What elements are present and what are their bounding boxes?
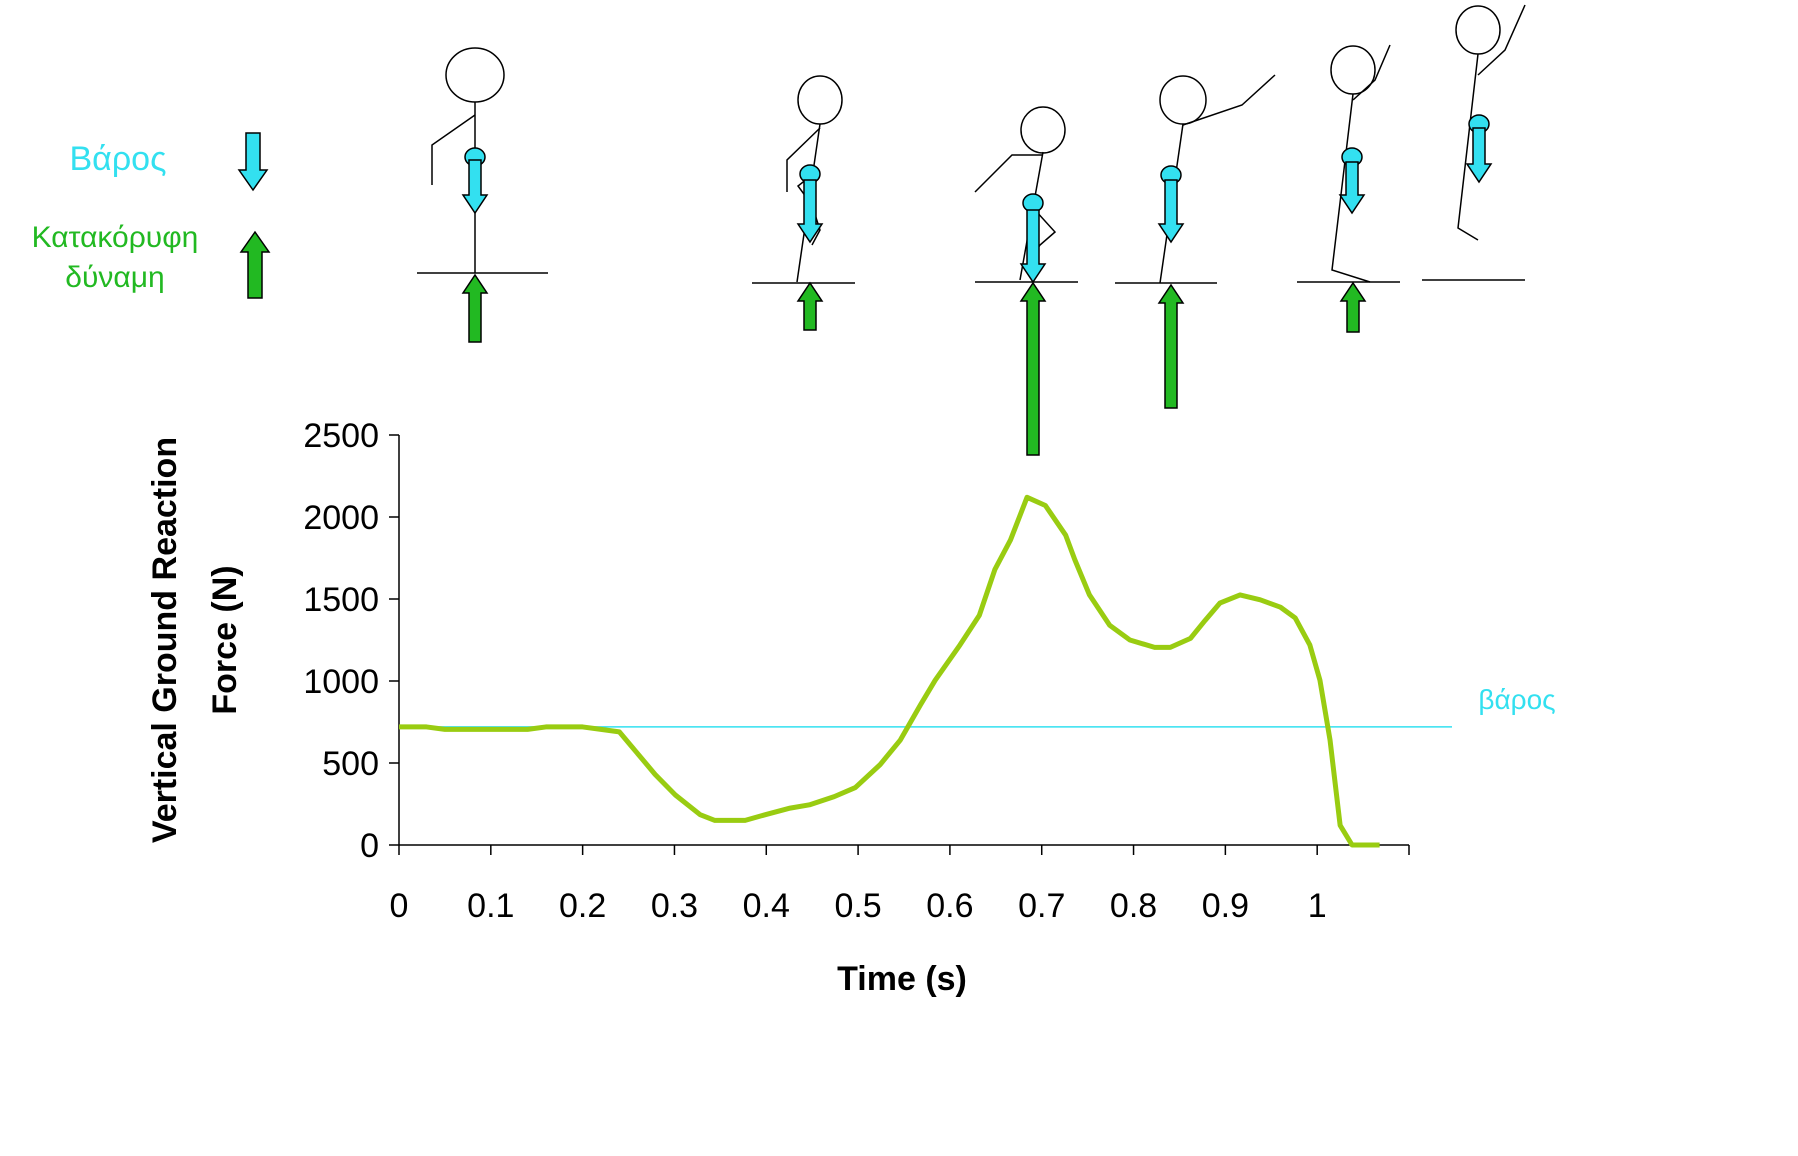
legend-label: δύναμη [65, 261, 164, 294]
figure-head [445, 47, 505, 103]
figure-arm [974, 154, 1043, 193]
weight-arrow [461, 159, 489, 215]
weight-arrow [1157, 179, 1185, 244]
x-tick-label: 0.8 [1110, 887, 1157, 925]
weight-arrow [796, 179, 824, 244]
figure-head [1020, 106, 1066, 154]
y-tick-label: 500 [322, 745, 379, 783]
figure-arm [1182, 74, 1276, 126]
y-axis-title: Vertical Ground Reaction [146, 437, 184, 843]
force-arrow [1157, 283, 1185, 409]
weight-arrow [1465, 127, 1493, 184]
x-tick-label: 0.7 [1018, 887, 1065, 925]
figure-head [1159, 75, 1207, 125]
x-tick-label: 0.4 [743, 887, 790, 925]
force-arrow [461, 273, 489, 343]
x-tick-label: 0 [390, 887, 409, 925]
x-tick-label: 0.2 [559, 887, 606, 925]
legend-label: Βάρος [70, 140, 167, 178]
reference-label: βάρος [1478, 684, 1555, 715]
x-tick-label: 0.9 [1202, 887, 1249, 925]
y-axis-title: Force (N) [206, 565, 244, 714]
force-arrow [1339, 281, 1367, 333]
data-line [399, 494, 1380, 848]
legend-label: Κατακόρυφη [32, 221, 199, 254]
weight-arrow [1019, 209, 1047, 284]
figure-head [797, 75, 843, 125]
figure-arm [1352, 44, 1391, 101]
figure-head [1455, 5, 1501, 55]
force-arrow [1019, 281, 1047, 456]
figure-arm [431, 114, 476, 185]
y-tick-label: 1000 [303, 663, 379, 701]
y-tick-label: 1500 [303, 581, 379, 619]
y-tick-label: 2500 [303, 417, 379, 455]
legend-arrow [239, 230, 271, 299]
x-tick-label: 0.1 [467, 887, 514, 925]
x-tick-label: 0.6 [926, 887, 973, 925]
figure-arm [1477, 4, 1526, 76]
x-tick-label: 0.5 [834, 887, 881, 925]
y-tick-label: 2000 [303, 499, 379, 537]
force-arrow [796, 281, 824, 331]
figure-arm [786, 127, 821, 192]
weight-arrow [1338, 161, 1366, 215]
x-axis-title: Time (s) [837, 960, 967, 998]
x-tick-label: 0.3 [651, 887, 698, 925]
x-tick-label: 1 [1308, 887, 1327, 925]
y-tick-label: 0 [360, 827, 379, 865]
legend-arrow [237, 132, 269, 192]
figure-body [1457, 53, 1479, 241]
